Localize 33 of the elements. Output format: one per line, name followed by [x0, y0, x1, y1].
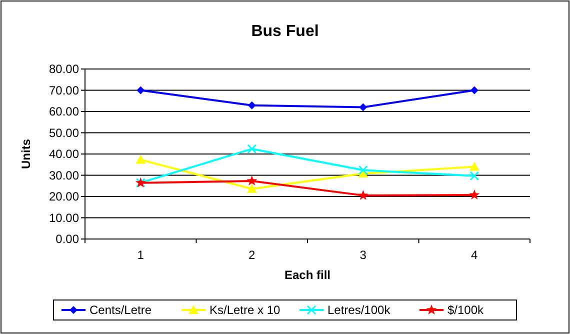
x-tick-label: 2 — [248, 248, 256, 262]
y-tick-label: 50.00 — [48, 126, 80, 140]
y-tick-label: 20.00 — [48, 190, 80, 204]
x-axis-title: Each fill — [284, 268, 331, 282]
x-tick-label: 4 — [471, 248, 478, 262]
x-tick-label: 1 — [137, 248, 144, 262]
y-tick-label: 30.00 — [48, 168, 80, 182]
point — [470, 171, 480, 181]
y-tick-label: 40.00 — [48, 147, 80, 161]
point — [358, 165, 368, 175]
chart-title: Bus Fuel — [251, 23, 319, 40]
point — [358, 190, 368, 200]
point — [136, 86, 145, 94]
point — [470, 86, 478, 94]
point — [359, 103, 368, 112]
legend-label: Letres/100k — [328, 303, 392, 317]
point — [246, 184, 257, 193]
y-tick-label: 80.00 — [48, 62, 80, 76]
point — [469, 190, 480, 200]
y-tick-label: 0.00 — [56, 232, 80, 246]
y-tick-label: 60.00 — [48, 104, 80, 118]
legend-label: $/100k — [448, 303, 485, 317]
point — [136, 154, 146, 164]
point — [247, 144, 257, 154]
point — [469, 162, 480, 171]
y-tick-label: 10.00 — [48, 210, 80, 225]
legend-label: Cents/Letre — [90, 303, 152, 317]
point — [246, 175, 258, 186]
y-axis-title: Units — [19, 138, 33, 169]
point — [248, 101, 256, 110]
legend-label: Ks/Letre x 10 — [210, 303, 281, 317]
y-tick-label: 70.00 — [48, 83, 80, 98]
x-tick-label: 3 — [360, 248, 367, 262]
